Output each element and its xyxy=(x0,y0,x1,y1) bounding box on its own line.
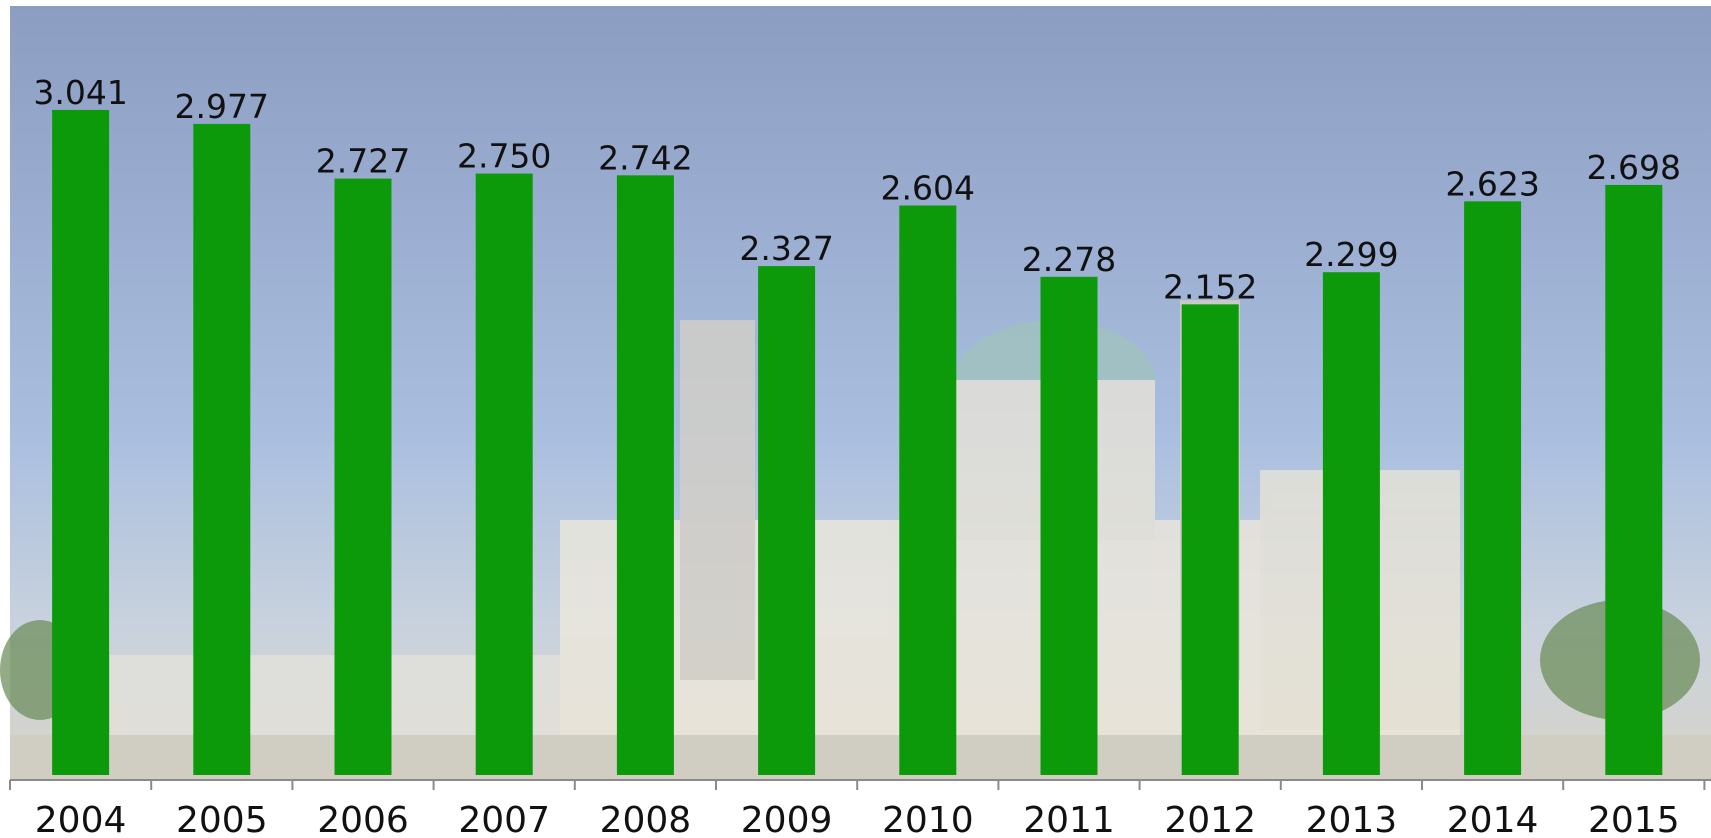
bar xyxy=(334,178,392,775)
bar xyxy=(616,175,674,776)
value-label: 2.742 xyxy=(598,138,692,177)
value-label: 2.278 xyxy=(1022,240,1116,279)
bar xyxy=(52,109,110,776)
x-tick-label: 2007 xyxy=(458,800,550,838)
x-tick-label: 2004 xyxy=(35,800,127,838)
value-label: 2.327 xyxy=(739,229,833,268)
value-label: 2.750 xyxy=(457,137,551,176)
bar xyxy=(758,266,816,775)
bar xyxy=(475,173,533,775)
bar xyxy=(1040,276,1098,775)
x-tick-label: 2005 xyxy=(176,800,268,838)
value-label: 2.727 xyxy=(316,142,410,181)
bar xyxy=(1605,184,1663,776)
bar xyxy=(1181,304,1239,775)
x-tick-label: 2011 xyxy=(1023,800,1115,838)
value-label: 2.698 xyxy=(1587,148,1681,187)
bar xyxy=(1464,201,1522,775)
value-label: 2.977 xyxy=(175,87,269,126)
value-label: 2.299 xyxy=(1304,235,1398,274)
x-tick-label: 2015 xyxy=(1588,800,1680,838)
value-label: 3.041 xyxy=(33,73,127,112)
bar xyxy=(1322,272,1380,775)
x-tick-label: 2013 xyxy=(1306,800,1398,838)
x-tick-label: 2006 xyxy=(317,800,409,838)
value-label: 2.604 xyxy=(881,169,975,208)
x-tick-label: 2008 xyxy=(600,800,692,838)
x-tick-label: 2014 xyxy=(1447,800,1539,838)
value-label: 2.623 xyxy=(1445,164,1539,203)
x-tick-label: 2012 xyxy=(1164,800,1256,838)
value-label: 2.152 xyxy=(1163,267,1257,306)
x-tick-label: 2010 xyxy=(882,800,974,838)
bar xyxy=(193,123,251,775)
bar xyxy=(899,205,957,776)
x-tick-label: 2009 xyxy=(741,800,833,838)
